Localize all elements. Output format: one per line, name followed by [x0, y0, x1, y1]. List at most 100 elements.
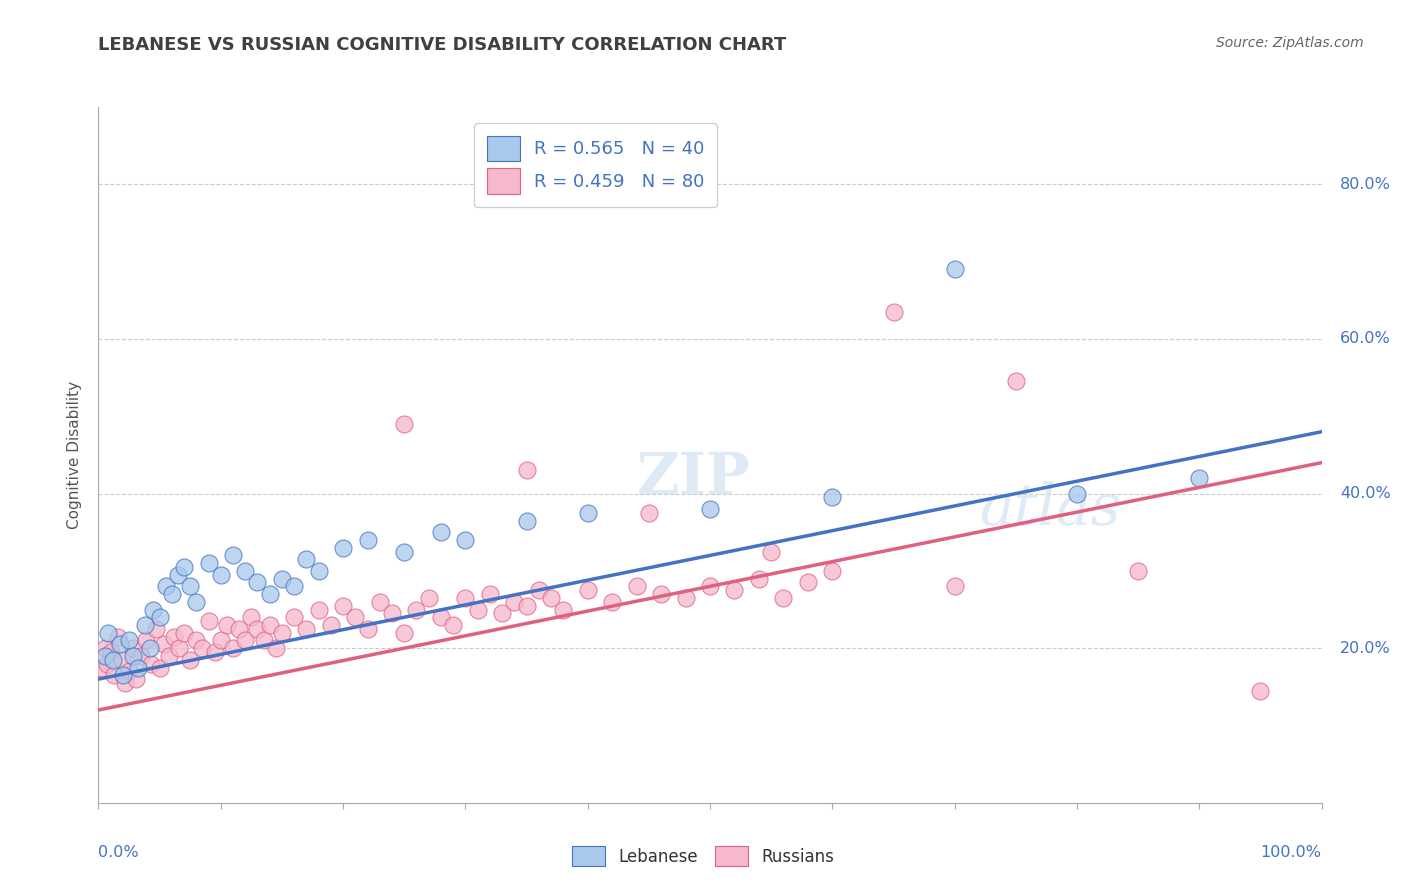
- Point: [246, 622, 269, 636]
- Point: [478, 587, 501, 601]
- Point: [418, 591, 440, 605]
- Point: [332, 541, 354, 555]
- Point: [1188, 471, 1211, 485]
- Point: [149, 610, 172, 624]
- Point: [553, 602, 575, 616]
- Point: [173, 560, 195, 574]
- Text: 100.0%: 100.0%: [1261, 846, 1322, 860]
- Point: [111, 653, 134, 667]
- Point: [145, 622, 167, 636]
- Point: [503, 595, 526, 609]
- Point: [392, 544, 416, 558]
- Point: [295, 552, 318, 566]
- Point: [173, 625, 195, 640]
- Text: 60.0%: 60.0%: [1340, 332, 1391, 346]
- Point: [246, 575, 269, 590]
- Point: [772, 591, 794, 605]
- Point: [527, 583, 550, 598]
- Point: [516, 514, 538, 528]
- Point: [233, 633, 256, 648]
- Point: [134, 618, 156, 632]
- Point: [191, 641, 214, 656]
- Point: [139, 657, 162, 671]
- Point: [344, 610, 367, 624]
- Point: [93, 641, 115, 656]
- Point: [392, 417, 416, 431]
- Text: 20.0%: 20.0%: [1340, 640, 1391, 656]
- Point: [637, 506, 661, 520]
- Point: [100, 645, 122, 659]
- Point: [883, 305, 905, 319]
- Point: [797, 575, 820, 590]
- Point: [167, 641, 190, 656]
- Point: [186, 595, 208, 609]
- Point: [283, 579, 305, 593]
- Point: [1250, 683, 1272, 698]
- Point: [97, 625, 120, 640]
- Point: [121, 648, 143, 663]
- Text: ZIP: ZIP: [637, 450, 751, 506]
- Text: 0.0%: 0.0%: [98, 846, 139, 860]
- Point: [96, 657, 118, 671]
- Point: [1004, 375, 1026, 389]
- Point: [107, 630, 129, 644]
- Point: [135, 633, 157, 648]
- Text: LEBANESE VS RUSSIAN COGNITIVE DISABILITY CORRELATION CHART: LEBANESE VS RUSSIAN COGNITIVE DISABILITY…: [98, 36, 787, 54]
- Point: [405, 602, 427, 616]
- Point: [381, 607, 404, 621]
- Point: [675, 591, 697, 605]
- Point: [93, 648, 115, 663]
- Point: [430, 610, 453, 624]
- Text: 40.0%: 40.0%: [1340, 486, 1391, 501]
- Point: [157, 648, 180, 663]
- Point: [650, 587, 672, 601]
- Point: [153, 637, 176, 651]
- Point: [699, 579, 721, 593]
- Point: [222, 641, 245, 656]
- Point: [430, 525, 453, 540]
- Point: [149, 660, 172, 674]
- Point: [121, 641, 143, 656]
- Text: atlas: atlas: [979, 481, 1121, 537]
- Point: [111, 668, 134, 682]
- Point: [454, 591, 477, 605]
- Point: [264, 641, 287, 656]
- Point: [163, 630, 186, 644]
- Point: [270, 572, 294, 586]
- Point: [101, 653, 124, 667]
- Point: [179, 653, 201, 667]
- Point: [943, 579, 966, 593]
- Point: [114, 676, 136, 690]
- Point: [356, 622, 378, 636]
- Point: [129, 648, 152, 663]
- Point: [233, 564, 256, 578]
- Point: [540, 591, 562, 605]
- Point: [699, 502, 721, 516]
- Point: [332, 599, 354, 613]
- Point: [209, 567, 232, 582]
- Point: [1128, 564, 1150, 578]
- Point: [240, 610, 263, 624]
- Point: [1066, 486, 1088, 500]
- Point: [600, 595, 623, 609]
- Point: [259, 618, 281, 632]
- Point: [821, 491, 844, 505]
- Point: [91, 660, 114, 674]
- Point: [454, 533, 477, 547]
- Text: 80.0%: 80.0%: [1340, 177, 1391, 192]
- Point: [441, 618, 464, 632]
- Point: [516, 463, 538, 477]
- Point: [209, 633, 232, 648]
- Point: [125, 672, 148, 686]
- Point: [204, 645, 226, 659]
- Point: [155, 579, 177, 593]
- Point: [368, 595, 391, 609]
- Y-axis label: Cognitive Disability: Cognitive Disability: [67, 381, 83, 529]
- Point: [118, 665, 141, 679]
- Legend: Lebanese, Russians: Lebanese, Russians: [564, 838, 842, 875]
- Point: [626, 579, 648, 593]
- Point: [259, 587, 281, 601]
- Point: [197, 614, 219, 628]
- Point: [142, 602, 165, 616]
- Point: [356, 533, 378, 547]
